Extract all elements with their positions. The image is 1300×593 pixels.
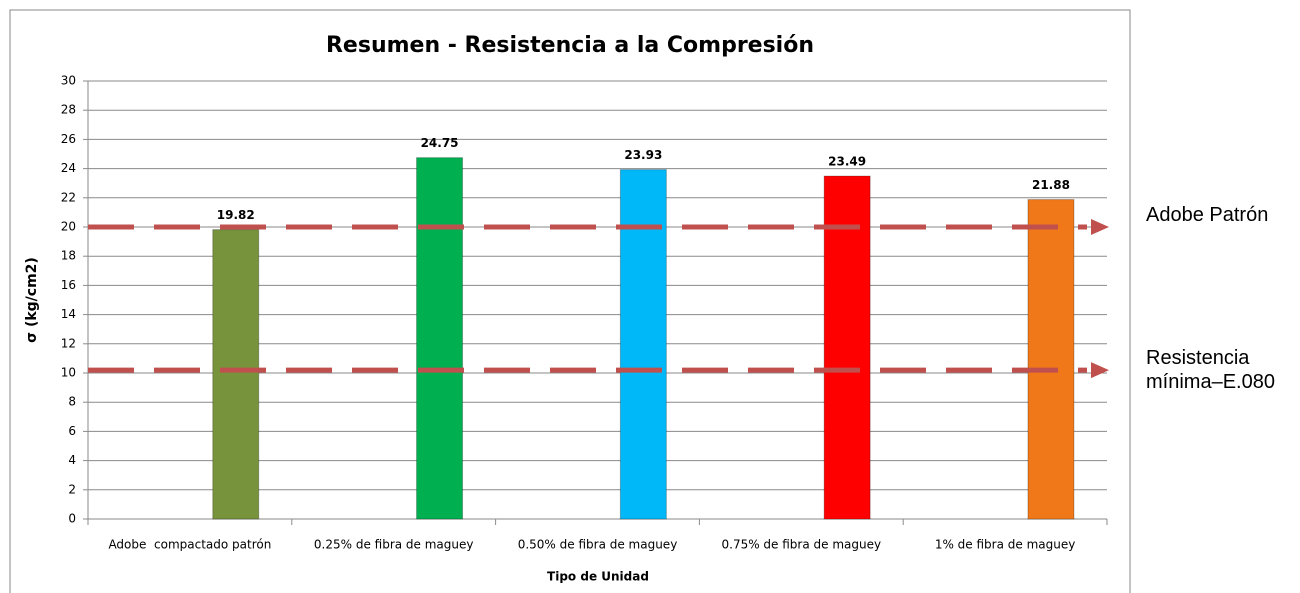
reference-arrow bbox=[1091, 362, 1109, 379]
data-label: 24.75 bbox=[421, 136, 459, 150]
y-tick-label: 2 bbox=[68, 482, 76, 496]
y-tick-label: 28 bbox=[61, 103, 76, 117]
x-tick-label: Adobe compactado patrón bbox=[108, 538, 271, 552]
y-tick-label: 14 bbox=[61, 307, 76, 321]
bar bbox=[416, 157, 464, 520]
chart-title: Resumen - Resistencia a la Compresión bbox=[326, 33, 814, 58]
reference-arrow bbox=[1091, 219, 1109, 235]
x-tick-label: 0.75% de fibra de maguey bbox=[722, 538, 882, 552]
x-tick-label: 0.50% de fibra de maguey bbox=[518, 538, 678, 552]
x-axis-title: Tipo de Unidad bbox=[547, 570, 649, 584]
bar bbox=[212, 229, 260, 520]
y-tick-label: 4 bbox=[68, 453, 76, 467]
y-tick-label: 16 bbox=[61, 278, 76, 292]
y-axis-title: σ (kg/cm2) bbox=[24, 257, 40, 343]
y-tick-label: 24 bbox=[61, 161, 76, 175]
y-tick-label: 30 bbox=[61, 74, 76, 88]
reference-label: Resistencia mínima–E.080 bbox=[1146, 347, 1275, 394]
data-label: 23.93 bbox=[624, 148, 662, 162]
y-tick-label: 6 bbox=[68, 424, 76, 438]
y-tick-label: 26 bbox=[61, 132, 76, 146]
y-tick-label: 18 bbox=[61, 249, 76, 263]
y-tick-label: 22 bbox=[61, 190, 76, 204]
data-label: 23.49 bbox=[828, 155, 866, 169]
bar bbox=[619, 169, 667, 520]
y-tick-label: 10 bbox=[61, 366, 76, 380]
bar bbox=[823, 175, 871, 520]
data-label: 21.88 bbox=[1032, 178, 1070, 192]
reference-label: Adobe Patrón bbox=[1146, 204, 1269, 226]
y-tick-label: 8 bbox=[68, 395, 76, 409]
y-tick-label: 20 bbox=[61, 220, 76, 234]
x-tick-label: 0.25% de fibra de maguey bbox=[314, 538, 474, 552]
bar bbox=[1027, 199, 1075, 520]
chart-border bbox=[9, 9, 1131, 593]
y-tick-label: 0 bbox=[68, 512, 76, 526]
data-label: 19.82 bbox=[217, 208, 255, 222]
y-tick-label: 12 bbox=[61, 336, 76, 350]
x-tick-label: 1% de fibra de maguey bbox=[935, 538, 1076, 552]
